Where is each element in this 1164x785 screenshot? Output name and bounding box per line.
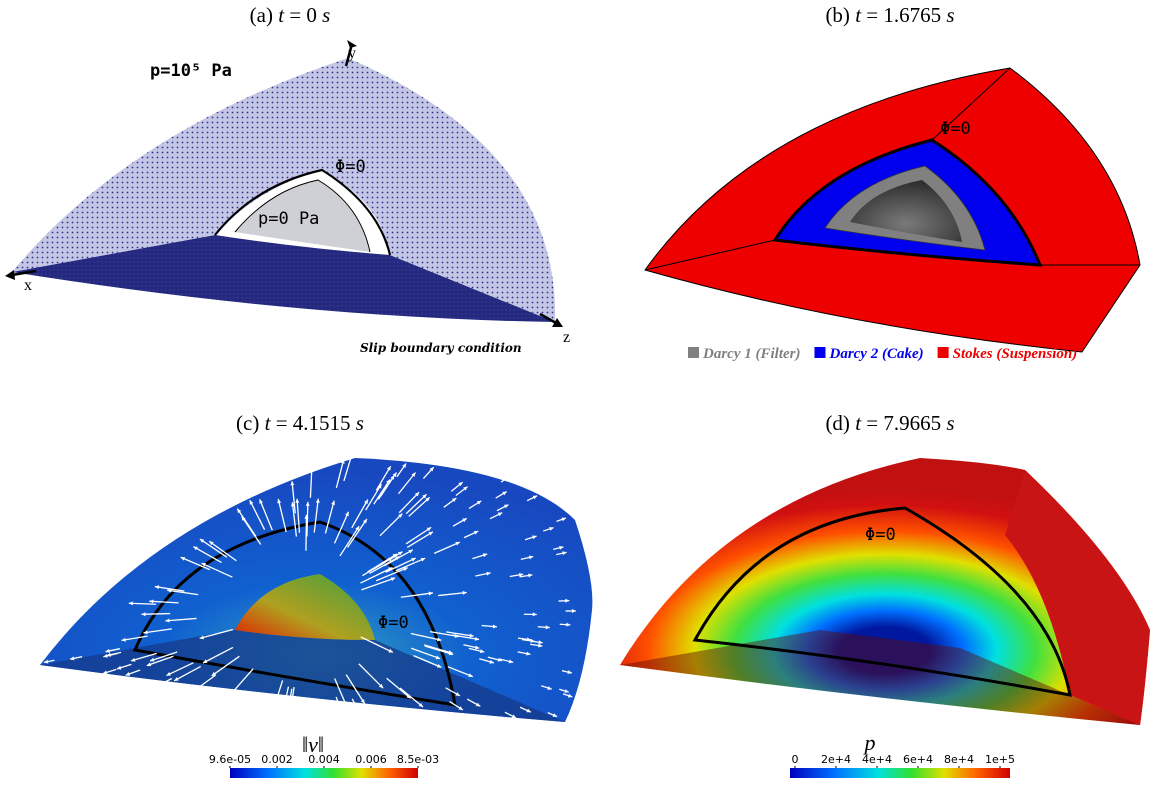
colorbar-tick-label: 6e+4 [903, 753, 933, 766]
legend-swatch [814, 347, 825, 358]
body: (a) t = 0 s p=10⁵ Pa y Φ=0 p=0 Pa x z Sl… [0, 0, 1164, 785]
annotation: Slip boundary condition [360, 341, 522, 355]
caption-value: = 7.9665 [866, 411, 941, 435]
caption-unit: s [946, 411, 954, 435]
legend-label: Darcy 1 (Filter) [702, 346, 800, 362]
caption-unit: s [356, 411, 364, 435]
caption: (b) t = 1.6765 s [825, 3, 954, 27]
annotation: p=0 Pa [258, 209, 319, 229]
colorbar-tick-label: 8.5e-03 [397, 753, 439, 766]
colorbar-ticks: 9.6e-05 0.002 0.004 0.006 8.5e-03 [209, 753, 439, 768]
shape [5, 270, 15, 280]
annotation: p=10⁵ Pa [150, 61, 232, 81]
caption-label: (c) [236, 411, 259, 435]
colorbar [790, 768, 1010, 778]
axis-label: z [563, 329, 570, 346]
legend-swatch [938, 347, 949, 358]
caption-unit: s [322, 3, 330, 27]
arrow-head [310, 467, 314, 471]
colorbar-tick-label: 4e+4 [862, 753, 892, 766]
caption-label: (d) [825, 411, 850, 435]
caption-variable: t [855, 411, 862, 435]
arrow [142, 614, 171, 615]
legend-swatch [688, 347, 699, 358]
colorbar-tick-label: 0.002 [261, 753, 293, 766]
caption-label: (a) [250, 3, 273, 27]
caption-variable: t [855, 3, 862, 27]
colorbar-tick-label: 0.004 [308, 753, 340, 766]
annotation: Φ=0 [865, 525, 896, 545]
caption-value: = 0 [289, 3, 317, 27]
colorbar-tick-label: 0.006 [355, 753, 387, 766]
arrow [307, 502, 308, 537]
caption-label: (b) [825, 3, 850, 27]
arrow [306, 515, 307, 551]
caption-variable: t [278, 3, 285, 27]
legend: Darcy 1 (Filter) Darcy 2 (Cake) Stokes (Su… [688, 346, 1077, 362]
colorbar-tick-label: 0 [792, 753, 799, 766]
caption-unit: s [946, 3, 954, 27]
annotation: Φ=0 [378, 613, 409, 633]
colorbar-title: p [863, 730, 876, 755]
caption-variable: t [265, 411, 272, 435]
colorbar-tick-label: 2e+4 [821, 753, 851, 766]
legend-label: Stokes (Suspension) [953, 346, 1078, 362]
colorbar [230, 768, 418, 778]
axis-label: y [348, 45, 356, 62]
annotation: Φ=0 [940, 119, 971, 139]
page: {"panels": [ {"caption": {"label": "(a)"… [0, 0, 1164, 785]
caption-value: = 4.1515 [276, 411, 351, 435]
annotation: Φ=0 [335, 157, 366, 177]
caption: (c) t = 4.1515 s [236, 411, 364, 435]
colorbar-tick-label: 1e+5 [985, 753, 1015, 766]
axis-label: x [24, 277, 32, 294]
colorbar-ticks: 0 2e+4 4e+4 6e+4 8e+4 1e+5 [792, 753, 1015, 768]
caption-value: = 1.6765 [866, 3, 941, 27]
legend-label: Darcy 2 (Cake) [828, 346, 923, 362]
figure: (a) t = 0 s p=10⁵ Pa y Φ=0 p=0 Pa x z Sl… [0, 0, 1164, 785]
colorbar-tick-label: 8e+4 [944, 753, 974, 766]
caption: (a) t = 0 s [250, 3, 331, 27]
caption: (d) t = 7.9665 s [825, 411, 954, 435]
arrow [336, 697, 347, 728]
colorbar-tick-label: 9.6e-05 [209, 753, 251, 766]
